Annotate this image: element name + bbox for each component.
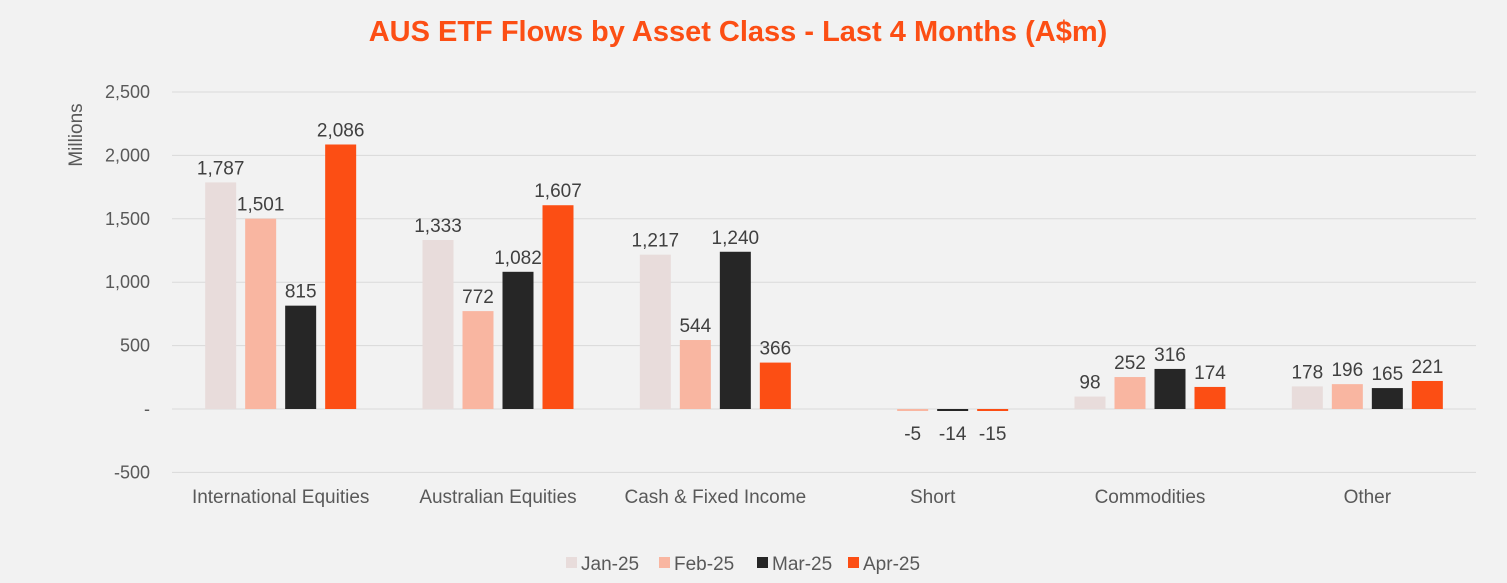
y-tick-label: 1,500 — [105, 209, 150, 229]
legend-label: Feb-25 — [674, 554, 734, 575]
bar — [285, 305, 317, 409]
bar — [542, 205, 574, 409]
data-label: 98 — [1079, 373, 1100, 394]
y-tick-label: - — [144, 399, 150, 419]
x-category-label: Commodities — [1095, 487, 1206, 508]
bar — [719, 251, 751, 409]
data-label: 815 — [285, 282, 317, 303]
x-category-label: Other — [1344, 487, 1392, 508]
data-label: -14 — [939, 424, 967, 445]
data-label: 366 — [759, 339, 791, 360]
y-tick-label: 2,000 — [105, 145, 150, 165]
data-label: 544 — [679, 316, 711, 337]
bar — [1074, 396, 1106, 409]
x-category-label: Short — [910, 487, 956, 508]
data-label: 1,240 — [712, 228, 760, 249]
legend-label: Mar-25 — [772, 554, 832, 575]
bar — [205, 182, 237, 409]
bar — [1411, 380, 1443, 409]
bar — [1154, 368, 1186, 409]
legend-label: Apr-25 — [863, 554, 920, 575]
gridlines — [172, 91, 1476, 473]
bar — [1194, 386, 1226, 409]
chart-title: AUS ETF Flows by Asset Class - Last 4 Mo… — [369, 16, 1108, 48]
bar — [1331, 384, 1363, 409]
legend-swatch — [659, 557, 670, 568]
bar — [679, 340, 711, 409]
y-tick-label: 2,500 — [105, 82, 150, 102]
bar — [422, 239, 454, 409]
data-label: 316 — [1154, 345, 1186, 366]
legend-swatch — [757, 557, 768, 568]
bar — [325, 144, 357, 410]
legend-swatch — [848, 557, 859, 568]
data-label: 1,787 — [197, 158, 245, 179]
legend-label: Jan-25 — [581, 554, 639, 575]
y-axis-ticks: 2,500 2,000 1,500 1,000 500 - -500 — [105, 82, 150, 482]
bar — [1114, 377, 1146, 409]
data-label: 1,082 — [494, 248, 542, 269]
data-label: 1,501 — [237, 195, 285, 216]
data-label: 1,607 — [534, 181, 582, 202]
data-label: 165 — [1371, 364, 1403, 385]
bar — [502, 271, 534, 409]
data-label: -5 — [904, 424, 921, 445]
legend: Jan-25 Feb-25 Mar-25 Apr-25 — [566, 554, 920, 575]
y-tick-label: 1,000 — [105, 272, 150, 292]
bar — [1291, 386, 1323, 409]
y-tick-label: -500 — [114, 462, 150, 482]
data-label: -15 — [979, 424, 1006, 445]
data-label: 2,086 — [317, 120, 365, 141]
data-label: 1,333 — [414, 216, 462, 237]
bar — [759, 362, 791, 409]
bar — [245, 218, 277, 409]
bar — [897, 409, 929, 411]
data-label: 196 — [1331, 360, 1363, 381]
bar — [639, 254, 671, 409]
x-axis-categories: International Equities Australian Equitie… — [192, 487, 1392, 508]
data-label: 1,217 — [632, 231, 680, 252]
y-tick-label: 500 — [120, 336, 150, 356]
x-category-label: International Equities — [192, 487, 369, 508]
x-category-label: Cash & Fixed Income — [625, 487, 807, 508]
data-label: 252 — [1114, 353, 1146, 374]
data-label: 174 — [1194, 363, 1226, 384]
bar — [1371, 388, 1403, 409]
bar — [977, 409, 1009, 411]
data-label: 221 — [1411, 357, 1443, 378]
bar-series-group — [205, 144, 1443, 411]
y-axis-title: Millions — [66, 103, 87, 166]
x-category-label: Australian Equities — [419, 487, 576, 508]
bar — [937, 409, 969, 411]
legend-swatch — [566, 557, 577, 568]
bar — [462, 311, 494, 409]
data-label: 178 — [1291, 362, 1323, 383]
data-label: 772 — [462, 287, 494, 308]
